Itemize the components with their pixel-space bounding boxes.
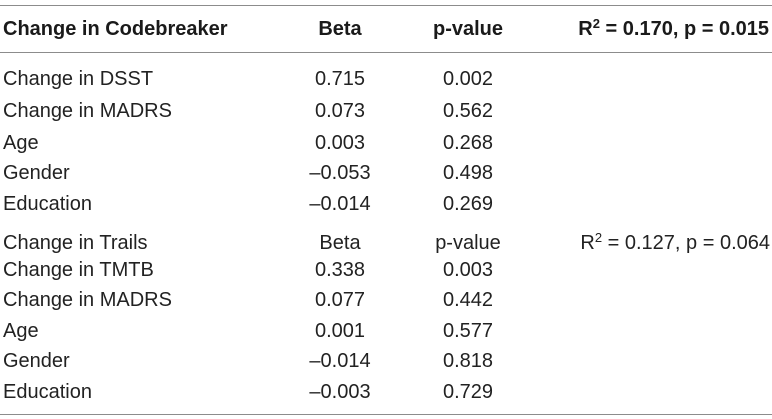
row-beta: –0.014 — [309, 350, 371, 372]
row-pvalue: 0.498 — [442, 162, 494, 184]
subheader-label: Change in Trails — [3, 232, 148, 254]
row-pvalue: 0.729 — [442, 381, 494, 403]
row-beta: –0.003 — [309, 381, 371, 403]
table-header-row: Change in Codebreaker Beta p-value R2 = … — [0, 14, 772, 44]
subheader-beta: Beta — [319, 232, 361, 254]
header-beta: Beta — [318, 18, 362, 40]
subheader-row: Change in Trails Beta p-value R2 = 0.127… — [0, 228, 772, 258]
header-label: Change in Codebreaker — [3, 18, 228, 40]
row-beta: 0.003 — [314, 132, 366, 154]
row-pvalue: 0.577 — [442, 320, 494, 342]
table-row: Change in MADRS 0.077 0.442 — [0, 285, 772, 315]
row-pvalue: 0.269 — [442, 193, 494, 215]
table-row: Change in MADRS 0.073 0.562 — [0, 96, 772, 126]
row-beta: –0.053 — [309, 162, 371, 184]
header-rule — [0, 52, 772, 53]
row-pvalue: 0.442 — [442, 289, 494, 311]
model2-fit-stat: R2 = 0.127, p = 0.064 — [580, 230, 770, 254]
row-label: Gender — [3, 162, 70, 184]
table-row: Change in DSST 0.715 0.002 — [0, 64, 772, 94]
row-label: Change in DSST — [3, 68, 154, 90]
row-pvalue: 0.003 — [442, 259, 494, 281]
row-beta: –0.014 — [309, 193, 371, 215]
row-beta: 0.338 — [314, 259, 366, 281]
table-row: Age 0.001 0.577 — [0, 316, 772, 346]
model1-fit-stat: R2 = 0.170, p = 0.015 — [578, 16, 769, 40]
table-row: Gender –0.053 0.498 — [0, 158, 772, 188]
row-label: Age — [3, 320, 39, 342]
table-row: Gender –0.014 0.818 — [0, 346, 772, 376]
table-row: Education –0.003 0.729 — [0, 377, 772, 407]
row-label: Age — [3, 132, 39, 154]
row-label: Change in TMTB — [3, 259, 154, 281]
row-beta: 0.001 — [314, 320, 366, 342]
row-label: Education — [3, 381, 92, 403]
subheader-pvalue: p-value — [435, 232, 501, 254]
header-pvalue: p-value — [432, 18, 504, 40]
row-pvalue: 0.818 — [442, 350, 494, 372]
row-label: Change in MADRS — [3, 289, 172, 311]
table-row: Age 0.003 0.268 — [0, 128, 772, 158]
row-beta: 0.073 — [314, 100, 366, 122]
row-beta: 0.715 — [314, 68, 366, 90]
table-row: Change in TMTB 0.338 0.003 — [0, 255, 772, 285]
row-pvalue: 0.268 — [442, 132, 494, 154]
row-label: Change in MADRS — [3, 100, 172, 122]
table-row: Education –0.014 0.269 — [0, 189, 772, 219]
row-pvalue: 0.002 — [442, 68, 494, 90]
row-beta: 0.077 — [314, 289, 366, 311]
row-pvalue: 0.562 — [442, 100, 494, 122]
table-top-rule — [0, 5, 772, 6]
row-label: Gender — [3, 350, 70, 372]
row-label: Education — [3, 193, 92, 215]
table-bottom-rule — [0, 414, 772, 415]
